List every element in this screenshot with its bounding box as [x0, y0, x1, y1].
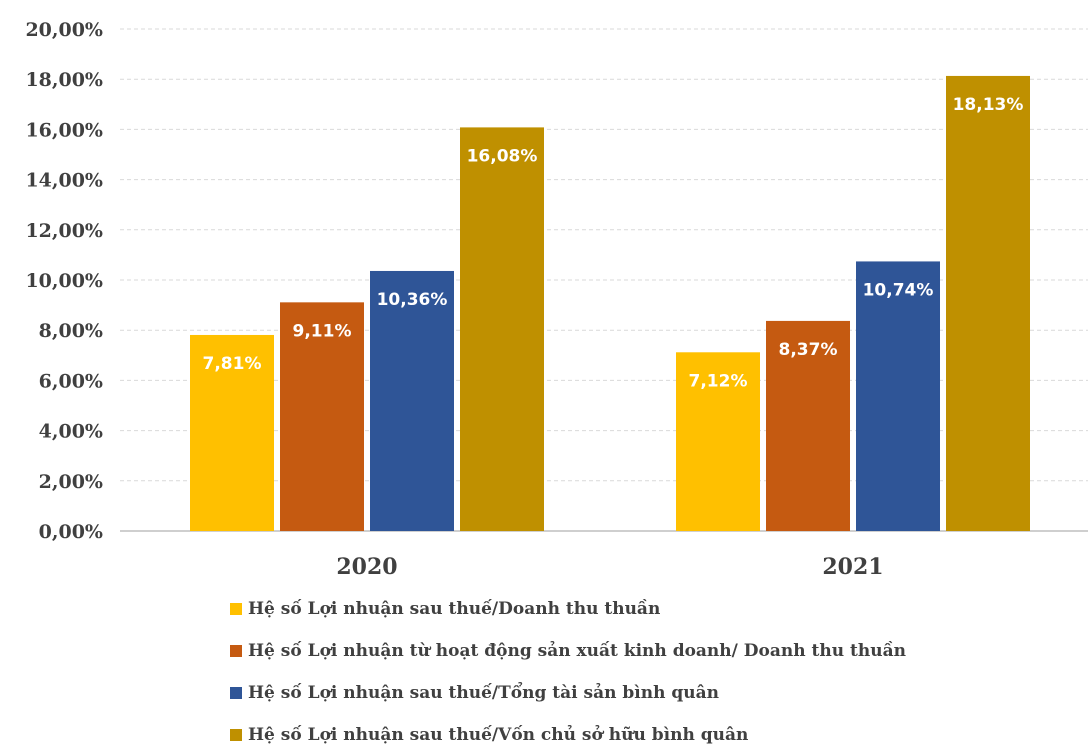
- data-label: 16,08%: [467, 146, 538, 166]
- bar-series: [190, 75, 1030, 531]
- y-tick-label: 10,00%: [25, 270, 103, 292]
- y-tick-label: 14,00%: [25, 170, 103, 192]
- x-category-label: 2021: [822, 554, 883, 580]
- y-tick-label: 8,00%: [39, 320, 103, 342]
- legend-label: Hệ số Lợi nhuận sau thuế/Tổng tài sản bì…: [248, 683, 719, 703]
- y-tick-label: 12,00%: [25, 220, 103, 242]
- bar-2021-series-1: [676, 352, 760, 531]
- data-label: 18,13%: [953, 95, 1024, 115]
- bar-2021-series-3: [856, 261, 940, 531]
- bar-2020-series-2: [280, 302, 364, 531]
- data-label: 8,37%: [779, 340, 838, 360]
- bar-2021-series-2: [766, 320, 850, 531]
- y-tick-label: 18,00%: [25, 69, 103, 91]
- legend-item: Hệ số Lợi nhuận sau thuế/Tổng tài sản bì…: [230, 672, 906, 714]
- y-axis: 0,00% 2,00% 4,00% 6,00% 8,00% 10,00% 12,00% 14,…: [25, 19, 103, 543]
- legend-swatch: [230, 687, 242, 699]
- data-label: 10,74%: [863, 280, 934, 300]
- legend-swatch: [230, 729, 242, 741]
- data-label: 10,36%: [377, 290, 448, 310]
- legend-item: Hệ số Lợi nhuận từ hoạt động sản xuất ki…: [230, 630, 906, 672]
- legend-item: Hệ số Lợi nhuận sau thuế/Vốn chủ sở hữu …: [230, 714, 906, 756]
- data-label: 7,12%: [689, 371, 748, 391]
- data-label: 7,81%: [203, 354, 262, 374]
- legend-item: Hệ số Lợi nhuận sau thuế/Doanh thu thuần: [230, 588, 906, 630]
- data-label: 9,11%: [293, 321, 352, 341]
- bar-chart: 0,00% 2,00% 4,00% 6,00% 8,00% 10,00% 12,00% 14,…: [25, 19, 1088, 580]
- bar-2020-series-3: [370, 270, 454, 531]
- legend-label: Hệ số Lợi nhuận từ hoạt động sản xuất ki…: [248, 641, 906, 661]
- y-tick-label: 0,00%: [39, 521, 103, 543]
- legend-swatch: [230, 603, 242, 615]
- x-category-label: 2020: [336, 554, 397, 580]
- y-tick-label: 2,00%: [39, 471, 103, 493]
- legend-label: Hệ số Lợi nhuận sau thuế/Doanh thu thuần: [248, 599, 661, 619]
- y-tick-label: 4,00%: [39, 421, 103, 443]
- data-labels: 7,81% 9,11% 10,36% 16,08% 7,12% 8,37% 10,74% 18…: [203, 95, 1024, 391]
- bar-2021-series-4: [946, 75, 1030, 531]
- legend-label: Hệ số Lợi nhuận sau thuế/Vốn chủ sở hữu …: [248, 725, 749, 745]
- bar-2020-series-1: [190, 334, 274, 531]
- x-axis: 2020 2021: [336, 554, 883, 580]
- legend-swatch: [230, 645, 242, 657]
- y-tick-label: 6,00%: [39, 370, 103, 392]
- y-tick-label: 16,00%: [25, 119, 103, 141]
- legend: Hệ số Lợi nhuận sau thuế/Doanh thu thuần…: [230, 588, 906, 756]
- bar-2020-series-4: [460, 127, 544, 531]
- y-tick-label: 20,00%: [25, 19, 103, 41]
